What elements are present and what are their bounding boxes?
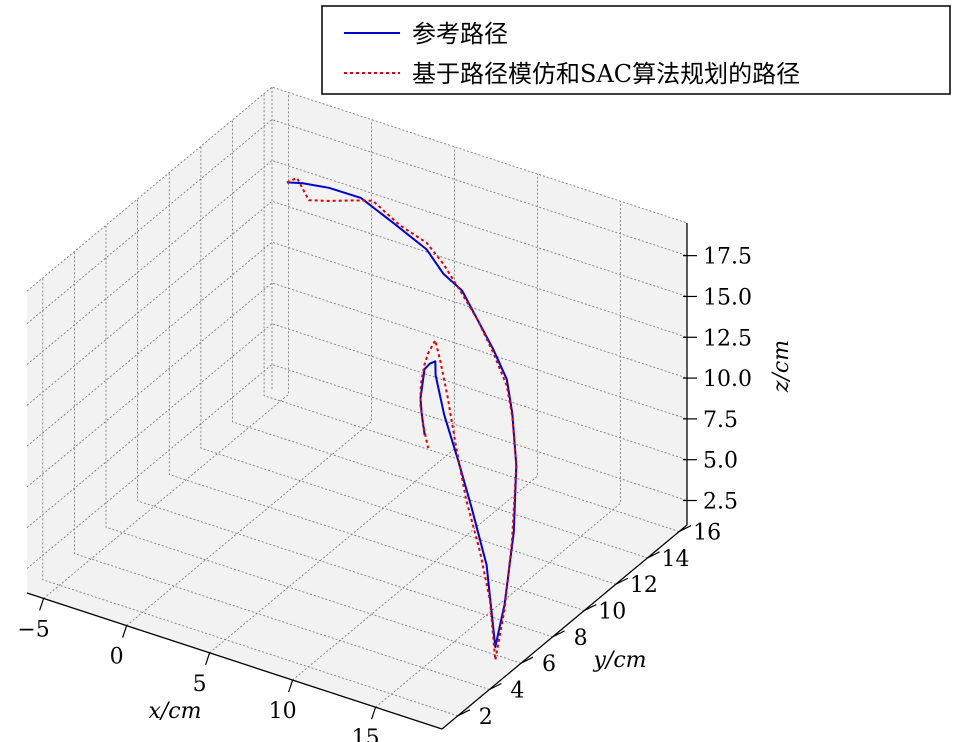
x-tick: [205, 652, 211, 666]
x-tick: [288, 679, 294, 693]
z-tick-label: 17.5: [703, 245, 752, 270]
grid-line-z: [26, 241, 688, 447]
grid-line-z: [26, 160, 688, 365]
y-axis-label: y/cm: [592, 648, 646, 673]
z-tick-label: 2.5: [703, 490, 738, 515]
grid-line-y: [105, 225, 522, 664]
left-wall-pane: [27, 87, 272, 593]
x-tick: [39, 598, 45, 611]
z-tick-label: 12.5: [703, 326, 752, 351]
x-axis-line: [26, 592, 443, 730]
grid-line-y: [263, 93, 680, 532]
back-wall-pane: [272, 87, 687, 525]
y-tick-label: 2: [479, 705, 493, 730]
series-layer: [286, 177, 518, 661]
x-tick-label: 5: [193, 672, 207, 697]
y-tick-label: 12: [630, 573, 658, 598]
y-tick: [520, 656, 534, 664]
y-tick: [615, 577, 629, 585]
pane-edge-top: [26, 86, 688, 292]
y-tick: [552, 630, 565, 638]
x-axis-label: x/cm: [148, 699, 201, 724]
grid-line-y: [42, 277, 458, 717]
grid-line-y: [74, 251, 490, 690]
grid-line-x: [375, 201, 621, 708]
y-tick-label: 16: [693, 521, 721, 546]
grid-line-z: [26, 282, 688, 488]
grid-line-z: [26, 119, 688, 324]
z-tick-label: 10.0: [703, 367, 752, 392]
legend-label-sac: 基于路径模仿和SAC算法规划的路径: [412, 60, 800, 88]
y-tick-label: 8: [574, 626, 588, 651]
legend: 参考路径 基于路径模仿和SAC算法规划的路径: [321, 5, 951, 95]
grid-line-y: [168, 172, 585, 611]
grid-line-x: [126, 119, 373, 626]
x-tick-label: 0: [110, 645, 124, 670]
y-tick-label: 4: [510, 679, 524, 704]
y-axis-line: [441, 524, 688, 730]
y-tick: [489, 682, 502, 691]
x-tick: [122, 625, 128, 638]
grid-line-x: [292, 174, 538, 681]
x-tick-label: −5: [17, 617, 49, 642]
grid-line-x: [209, 146, 456, 654]
pane-layer: [27, 87, 687, 729]
z-tick-label: 7.5: [703, 408, 738, 433]
legend-label-reference: 参考路径: [412, 20, 508, 48]
z-tick-label: 15.0: [703, 285, 752, 310]
x-tick: [371, 707, 377, 720]
x-tick-label: 10: [269, 699, 297, 724]
grid-line-z: [26, 364, 688, 569]
y-tick: [583, 604, 597, 612]
grid-layer: [26, 86, 688, 717]
x-tick-label: 15: [352, 726, 380, 742]
grid-line-y: [232, 119, 648, 559]
series-line-sac: [286, 177, 518, 661]
y-tick-label: 6: [542, 652, 556, 677]
z-axis-label: z/cm: [769, 340, 794, 393]
floor-pane: [27, 389, 687, 729]
grid-line-z: [26, 200, 688, 406]
y-tick-label: 14: [661, 547, 689, 572]
legend-box: [321, 5, 951, 95]
z-tick-label: 5.0: [703, 449, 738, 474]
y-tick-label: 10: [598, 600, 626, 625]
grid-line-y: [137, 198, 553, 638]
y-tick: [678, 525, 692, 533]
grid-line-x: [43, 92, 290, 599]
axes-layer: −50510152468101214162.55.07.510.012.515.…: [17, 223, 752, 742]
grid-line-z: [26, 323, 688, 529]
y-tick: [647, 551, 660, 559]
y-tick: [457, 709, 471, 717]
